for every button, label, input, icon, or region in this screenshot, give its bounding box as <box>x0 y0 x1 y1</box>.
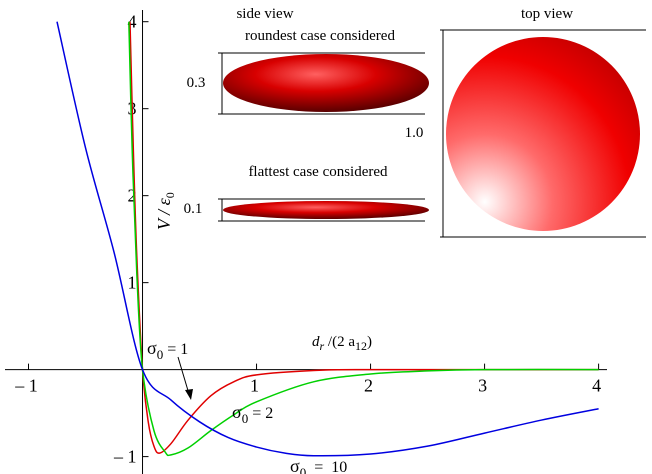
x-axis-label-part: /(2 a <box>324 334 355 350</box>
x-axis-label-part: ) <box>367 334 372 350</box>
x-tick-label: 3 <box>478 376 487 396</box>
curve-label-symbol: σ <box>290 456 300 474</box>
x-axis-label: dr /(2 a12) <box>312 334 372 353</box>
curve-label-text: = 2 <box>248 405 273 422</box>
x-tick-label: – 1 <box>14 376 38 396</box>
inset-title: side view <box>236 6 293 22</box>
curve-label-text: = 10 <box>306 459 347 474</box>
ratio-label: 1.0 <box>405 125 424 141</box>
x-axis-label-sub: 12 <box>355 339 367 353</box>
insets: side view roundest case considered 0.3 f… <box>184 6 646 237</box>
y-tick-label: 1 <box>128 273 137 293</box>
y-axis-label-sub: 0 <box>163 192 177 198</box>
ellipsoid-flat <box>223 201 429 219</box>
y-tick-label: – 1 <box>113 447 137 467</box>
x-tick-label: 2 <box>364 376 373 396</box>
ellipsoid-round <box>223 54 429 112</box>
annotation-arrow <box>178 357 189 394</box>
curve-label: σ0 = 10 <box>290 456 347 474</box>
x-tick-label: 1 <box>250 376 259 396</box>
curve-label-symbol: σ <box>232 402 242 422</box>
curve-label: σ0 = 2 <box>232 402 273 426</box>
y-axis-label: V / ε0 <box>154 192 177 230</box>
chart: – 11234– 11234 side view roundest case c… <box>0 0 652 474</box>
inset-title: roundest case considered <box>245 28 395 44</box>
ratio-label: 0.1 <box>184 201 203 217</box>
curve-label: σ0 = 1 <box>147 338 188 362</box>
sphere-top <box>446 37 640 231</box>
curve-label-text: = 1 <box>163 341 188 358</box>
annotation-arrowhead <box>185 389 193 400</box>
x-tick-label: 4 <box>592 376 601 396</box>
ratio-label: 0.3 <box>187 75 206 91</box>
curve-label-symbol: σ <box>147 338 157 358</box>
inset-title: flattest case considered <box>248 164 388 180</box>
inset-title: top view <box>521 6 573 22</box>
y-axis-label-part: V / ε <box>154 197 174 230</box>
